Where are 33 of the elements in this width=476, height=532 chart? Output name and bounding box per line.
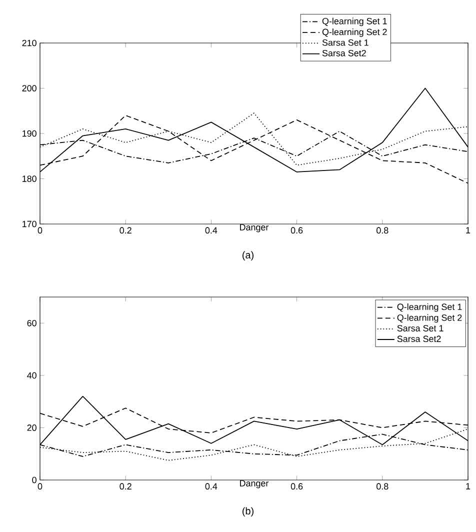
x-tick-label: 0.6: [290, 483, 303, 490]
legend-label: Sarsa Set 1: [397, 325, 444, 332]
legend-label: Q-learning Set 2: [397, 314, 462, 323]
y-tick-label: 210: [22, 40, 36, 46]
x-tick-label: 0.2: [120, 227, 132, 234]
x-tick-label: 0: [38, 483, 42, 490]
y-tick-label: 200: [22, 85, 36, 92]
legend-label: Q-learning Set 1: [322, 18, 387, 26]
x-tick-label: 0.8: [376, 227, 388, 234]
x-tick-label: 0.2: [120, 483, 132, 490]
text: (a): [242, 251, 254, 260]
x-tick-label: 1: [466, 227, 470, 234]
text: (b): [242, 507, 254, 516]
x-axis-title: Danger: [240, 224, 269, 232]
y-tick-label: 180: [22, 176, 36, 182]
y-tick-label: 60: [27, 320, 36, 326]
legend-label: Sarsa Set 1: [322, 39, 368, 46]
y-tick-label: 20: [27, 424, 36, 431]
legend-label: Q-learning Set 1: [397, 303, 462, 312]
x-tick-label: 0: [38, 227, 42, 234]
x-tick-label: 0.6: [290, 227, 303, 234]
legend-label: Q-learning Set 2: [322, 28, 387, 37]
y-tick-label: 0: [32, 476, 36, 484]
x-tick-label: 0.8: [376, 483, 388, 490]
x-tick-label: 1: [466, 483, 470, 490]
y-tick-label: 170: [22, 220, 36, 228]
legend-label: Sarsa Set2: [322, 50, 366, 56]
y-tick-label: 190: [22, 130, 36, 137]
legend-label: Sarsa Set2: [397, 336, 441, 342]
x-axis-title: Danger: [240, 480, 269, 488]
x-tick-label: 0.4: [205, 483, 218, 490]
y-tick-label: 40: [27, 372, 36, 379]
x-tick-label: 0.4: [205, 227, 218, 234]
